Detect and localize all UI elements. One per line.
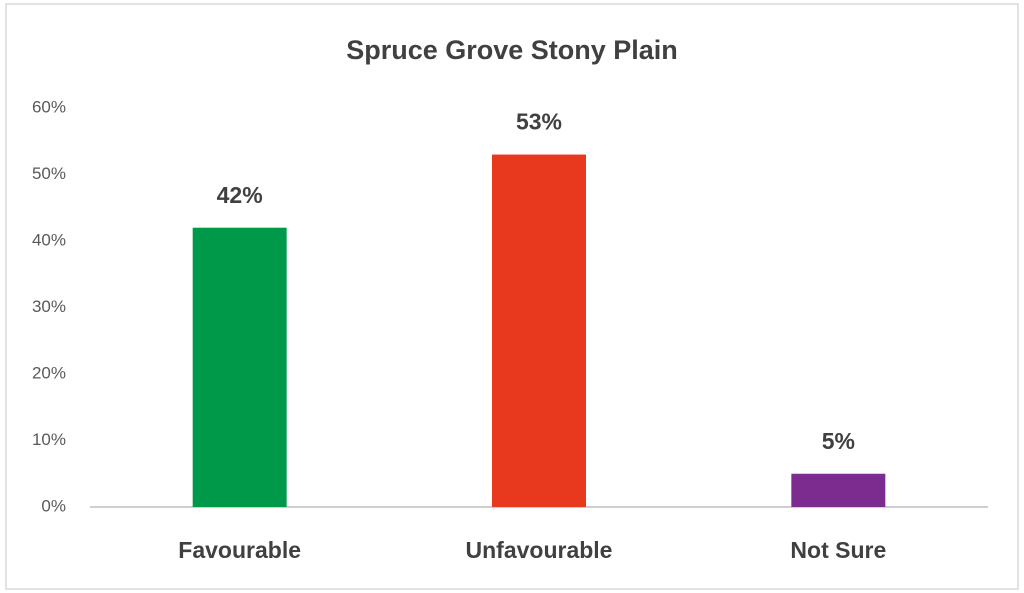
value-label: 5% (822, 428, 855, 454)
y-tick-label: 50% (32, 164, 66, 183)
bar (791, 473, 886, 507)
x-tick-label: Favourable (178, 537, 301, 563)
y-tick-label: 30% (32, 297, 66, 316)
chart-title: Spruce Grove Stony Plain (346, 35, 678, 65)
y-tick-label: 10% (32, 430, 66, 449)
bar (192, 227, 287, 507)
y-tick-label: 60% (32, 97, 66, 116)
x-tick-label: Not Sure (790, 537, 886, 563)
x-tick-label: Unfavourable (466, 537, 613, 563)
y-tick-label: 20% (32, 363, 66, 382)
value-label: 42% (217, 182, 263, 208)
y-tick-label: 40% (32, 230, 66, 249)
bar (492, 154, 586, 508)
y-tick-label: 0% (41, 496, 66, 515)
value-label: 53% (516, 109, 562, 135)
